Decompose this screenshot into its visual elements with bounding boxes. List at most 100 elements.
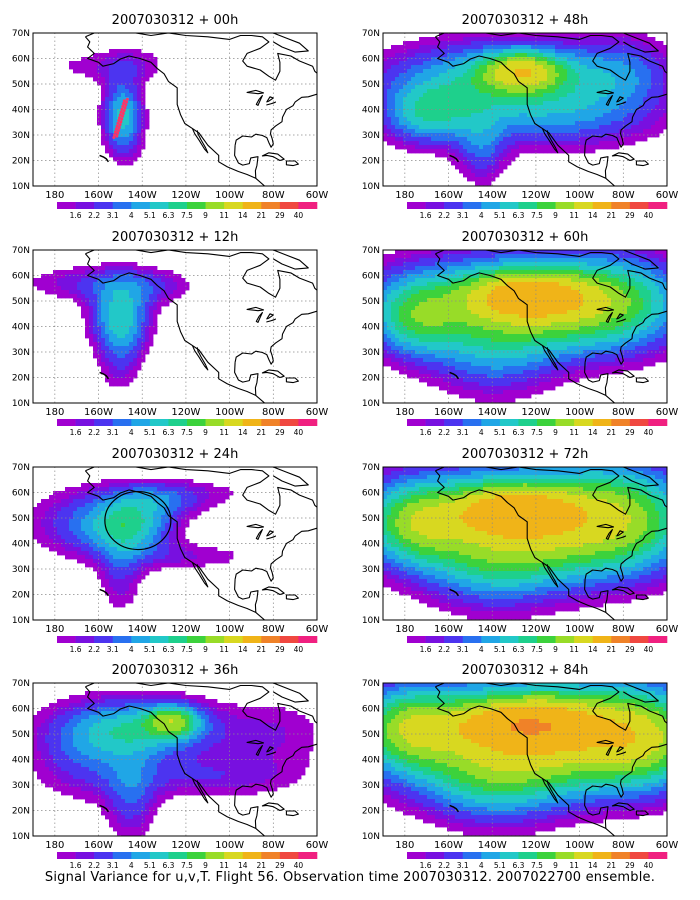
panel-title: 2007030312 + 00h [112,13,239,28]
map-gridlines [383,467,667,620]
lat-label: 40N [362,540,380,550]
lat-label: 60N [12,55,30,65]
colorbar-swatch [407,202,426,209]
lon-label: 140W [478,407,507,418]
colorbar-swatch [94,202,114,209]
colorbar-label: 1.6 [420,645,432,654]
colorbar-swatch [574,636,594,643]
coastlines [434,33,667,186]
colorbar-label: 21 [257,861,267,870]
colorbar-swatch [407,636,426,643]
colorbar-swatch [611,852,631,859]
lon-label: 140W [128,840,157,851]
colorbar-swatch [279,419,299,426]
colorbar-label: 1.6 [420,861,432,870]
colorbar-swatch [518,636,538,643]
panel-24h: 2007030312 + 24h 10N 20N 30N 40N 50N 60N 70N 180… [12,447,329,654]
colorbar-label: 7.5 [531,428,543,437]
colorbar-swatch [407,419,426,426]
lon-label: 180 [45,407,64,418]
lat-label: 10N [362,832,380,842]
lon-label: 180 [45,840,64,851]
colorbar-label: 29 [275,861,285,870]
lon-label: 140W [128,624,157,635]
colorbar-label: 4 [129,645,134,654]
colorbar-swatch [168,202,188,209]
colorbar-swatch [462,419,482,426]
lon-label: 140W [478,840,507,851]
coastlines [434,683,667,836]
lat-labels: 10N 20N 30N 40N 50N 60N 70N [12,29,30,192]
colorbar: 1.6 2.2 3.1 4 5.1 6.3 7.5 9 11 14 21 29 40 [407,419,668,437]
colorbar-label: 21 [257,645,267,654]
lat-label: 30N [362,781,380,791]
lon-labels: 180 160W 140W 120W 100W 80W 60W [45,407,328,418]
colorbar-swatch [187,202,206,209]
colorbar-label: 3.1 [457,428,469,437]
lon-label: 80W [612,840,635,851]
colorbar-label: 11 [219,211,229,220]
lat-label: 60N [12,489,30,499]
colorbar-label: 5.1 [144,211,156,220]
colorbar-label: 14 [238,645,248,654]
lon-label: 160W [84,407,113,418]
map-gridlines [383,33,667,186]
lat-label: 60N [362,489,380,499]
panel-title: 2007030312 + 12h [112,230,239,245]
colorbar-label: 9 [553,211,558,220]
colorbar-label: 1.6 [70,428,82,437]
lat-label: 20N [362,374,380,384]
lon-label: 60W [306,407,329,418]
colorbar-label: 40 [294,645,304,654]
colorbar-label: 2.2 [88,428,100,437]
colorbar-swatch [499,202,519,209]
colorbar-swatch [648,852,668,859]
lat-label: 60N [362,55,380,65]
lat-label: 40N [362,323,380,333]
colorbar-swatch [224,202,244,209]
lon-label: 140W [478,624,507,635]
colorbar-label: 40 [294,861,304,870]
lat-labels: 10N 20N 30N 40N 50N 60N 70N [362,679,380,842]
colorbar-swatch [261,202,281,209]
colorbar-label: 7.5 [181,428,193,437]
colorbar-label: 11 [569,645,579,654]
lon-label: 160W [434,407,463,418]
colorbar-swatch [57,419,76,426]
colorbar-label: 2.2 [438,645,450,654]
panel-title: 2007030312 + 72h [462,447,589,462]
colorbar-swatch [298,852,318,859]
colorbar-label: 2.2 [438,861,450,870]
panel-48h: 2007030312 + 48h 10N 20N 30N 40N 50N 60N 70N 180… [362,13,679,220]
colorbar-label: 1.6 [70,861,82,870]
lat-label: 50N [12,80,30,90]
panel-84h: 2007030312 + 84h 10N 20N 30N 40N 50N 60N 70N 180… [362,663,679,870]
lat-label: 30N [12,781,30,791]
colorbar-label: 11 [219,428,229,437]
colorbar-swatch [425,636,445,643]
panel-title: 2007030312 + 84h [462,663,589,678]
lon-labels: 180 160W 140W 120W 100W 80W 60W [395,407,678,418]
colorbar-swatch [75,852,95,859]
lat-label: 50N [362,297,380,307]
lat-label: 70N [12,463,30,473]
variance-field [383,33,667,186]
lon-label: 180 [45,624,64,635]
colorbar-swatch [444,202,464,209]
colorbar-swatch [462,852,482,859]
colorbar-label: 11 [219,861,229,870]
lon-label: 120W [521,190,550,201]
colorbar-swatch [187,419,206,426]
colorbar-swatch [537,202,556,209]
colorbar-swatch [94,636,114,643]
colorbar-label: 29 [275,645,285,654]
colorbar-label: 14 [588,211,598,220]
colorbar-label: 14 [238,428,248,437]
colorbar-swatch [94,419,114,426]
lat-label: 20N [12,807,30,817]
panel-0h: 2007030312 + 00h 10N 20N 30N 40N 50N 60N 70N 180… [12,13,329,220]
colorbar-label: 6.3 [162,645,174,654]
colorbar-swatch [298,419,318,426]
colorbar-swatch [425,419,445,426]
lon-label: 100W [215,624,244,635]
